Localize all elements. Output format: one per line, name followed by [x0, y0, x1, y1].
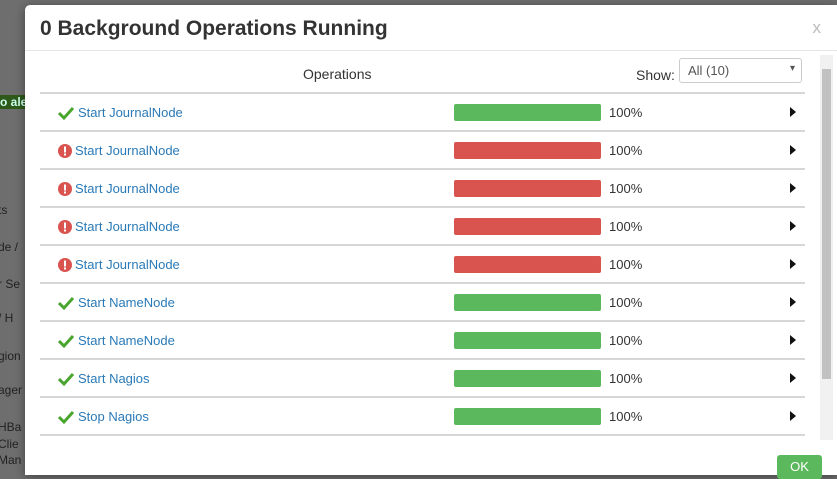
operation-name[interactable]: Stop Nagios: [78, 409, 149, 424]
progress-fill: [454, 370, 601, 387]
background-text: Man: [0, 453, 22, 467]
background-text: l: [0, 40, 1, 54]
background-text: de /: [0, 240, 19, 254]
modal-title: 0 Background Operations Running: [40, 17, 388, 40]
progress-label: 100%: [609, 257, 643, 272]
operation-row[interactable]: Start JournalNode 100%: [40, 244, 805, 282]
background-text: r Se: [0, 277, 21, 291]
ok-button[interactable]: OK: [777, 455, 822, 479]
success-icon: [58, 372, 74, 387]
expand-arrow[interactable]: [789, 410, 797, 422]
progress-bar: [454, 408, 601, 425]
progress-label: 100%: [609, 181, 643, 196]
operation-name[interactable]: Start JournalNode: [78, 105, 183, 120]
column-header: Operations: [303, 66, 372, 82]
progress-fill: [454, 332, 601, 349]
background-text: / H: [0, 311, 14, 325]
progress-bar: [454, 332, 601, 349]
error-icon: [58, 144, 72, 158]
error-icon: [58, 220, 72, 234]
operation-name[interactable]: Start JournalNode: [75, 181, 180, 196]
operation-name[interactable]: Start Nagios: [78, 371, 150, 386]
expand-arrow[interactable]: [789, 334, 797, 346]
divider: [25, 50, 837, 51]
progress-bar: [454, 142, 601, 159]
progress-label: 100%: [609, 219, 643, 234]
progress-fill: [454, 142, 601, 159]
progress-bar: [454, 180, 601, 197]
operation-row[interactable]: Start Nagios 100%: [40, 358, 805, 396]
operation-row[interactable]: Start NameNode 100%: [40, 320, 805, 358]
success-icon: [58, 410, 74, 425]
operation-name[interactable]: Start NameNode: [78, 333, 175, 348]
progress-bar: [454, 256, 601, 273]
expand-arrow[interactable]: [789, 106, 797, 118]
background-text: ts: [0, 203, 8, 217]
operation-row[interactable]: Start JournalNode 100%: [40, 92, 805, 130]
progress-bar: [454, 294, 601, 311]
progress-fill: [454, 408, 601, 425]
progress-bar: [454, 370, 601, 387]
modal: 0 Background Operations Running x Operat…: [25, 5, 837, 479]
scrollbar[interactable]: [820, 55, 833, 440]
progress-fill: [454, 294, 601, 311]
progress-fill: [454, 256, 601, 273]
operation-name[interactable]: Start JournalNode: [75, 219, 180, 234]
progress-label: 100%: [609, 295, 643, 310]
background-text: gion: [0, 349, 21, 363]
background-text: Clie: [0, 437, 19, 451]
operation-name[interactable]: Start JournalNode: [75, 143, 180, 158]
error-icon: [58, 182, 72, 196]
expand-arrow[interactable]: [789, 220, 797, 232]
expand-arrow[interactable]: [789, 182, 797, 194]
expand-arrow[interactable]: [789, 144, 797, 156]
progress-fill: [454, 104, 601, 121]
expand-arrow[interactable]: [789, 372, 797, 384]
show-select[interactable]: All (10): [679, 58, 802, 83]
progress-label: 100%: [609, 409, 643, 424]
success-icon: [58, 106, 74, 121]
progress-fill: [454, 180, 601, 197]
divider: [40, 434, 805, 436]
operation-row[interactable]: Start JournalNode 100%: [40, 168, 805, 206]
error-icon: [58, 258, 72, 272]
background-page: l o ale ts de / r Se / H gion ager HBa Clie Man: [0, 40, 30, 467]
progress-bar: [454, 104, 601, 121]
operation-row[interactable]: Start NameNode 100%: [40, 282, 805, 320]
expand-arrow[interactable]: [789, 296, 797, 308]
show-label: Show:: [636, 67, 675, 83]
operation-name[interactable]: Start NameNode: [78, 295, 175, 310]
operation-row[interactable]: Start JournalNode 100%: [40, 130, 805, 168]
progress-bar: [454, 218, 601, 235]
background-text: HBa: [0, 420, 22, 434]
operation-row[interactable]: Start JournalNode 100%: [40, 206, 805, 244]
progress-label: 100%: [609, 105, 643, 120]
progress-label: 100%: [609, 333, 643, 348]
operation-name[interactable]: Start JournalNode: [75, 257, 180, 272]
operation-row[interactable]: Stop Nagios 100%: [40, 396, 805, 434]
scroll-thumb[interactable]: [822, 69, 831, 379]
progress-label: 100%: [609, 371, 643, 386]
progress-label: 100%: [609, 143, 643, 158]
success-icon: [58, 296, 74, 311]
close-button[interactable]: x: [812, 18, 822, 37]
background-text: o ale: [0, 95, 30, 109]
progress-fill: [454, 218, 601, 235]
success-icon: [58, 334, 74, 349]
expand-arrow[interactable]: [789, 258, 797, 270]
page: l o ale ts de / r Se / H gion ager HBa Clie Man 0 …: [0, 0, 837, 465]
background-text: ager: [0, 383, 23, 397]
operations-list: Start JournalNode 100% Start JournalNode 10…: [40, 92, 805, 434]
